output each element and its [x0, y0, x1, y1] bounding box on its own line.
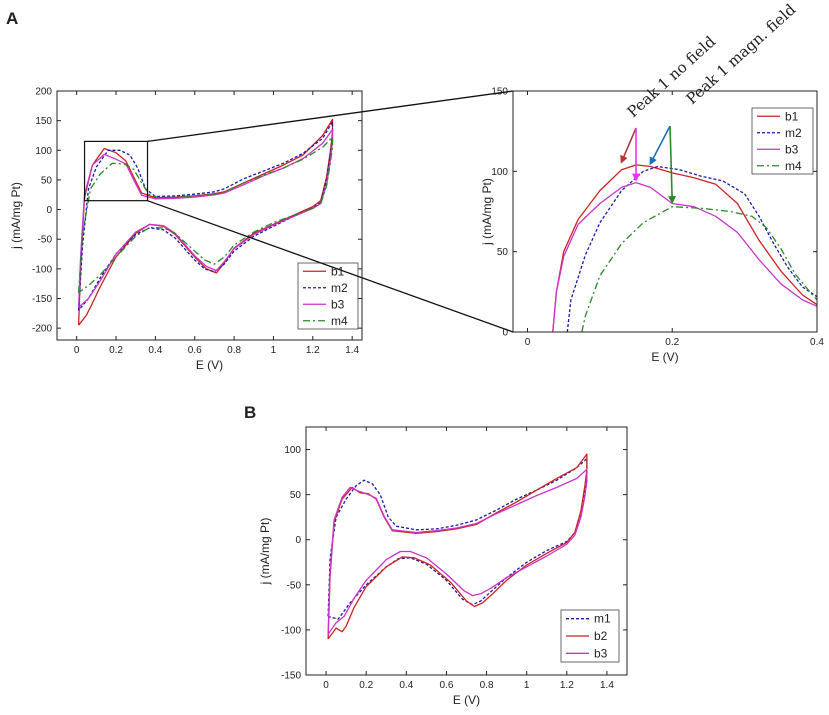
chart-a-zoom-frame	[512, 90, 818, 333]
chart-a-main-ytick-label: -150	[32, 294, 52, 305]
chart-b-main-legend-label-b2: b2	[594, 629, 608, 643]
chart-b-main-series-b3	[327, 468, 588, 635]
chart-b-main-legend-label-m1: m1	[594, 612, 611, 626]
zoom-connectors	[83, 90, 514, 333]
chart-b-main-ytick-label: -100	[281, 625, 301, 636]
zoom-box	[83, 140, 149, 202]
chart-a-zoom-legend-label-b1: b1	[785, 109, 799, 123]
chart-a-main-xtick-label: 0.2	[109, 345, 123, 356]
chart-b-main-ytick-label: 50	[290, 490, 302, 501]
arrow-peak-m4	[668, 125, 677, 205]
zoom-connector-bottom	[147, 200, 514, 333]
chart-b-main-ytick-label: -50	[287, 580, 302, 591]
chart-a-main-ytick-label: 100	[35, 146, 52, 157]
chart-b-main-xtick-label: 0.2	[359, 680, 373, 691]
chart-b-main-xtick-label: 0	[323, 680, 329, 691]
zoom-connector-top	[147, 90, 514, 143]
chart-b-main-xtick-label: 1	[524, 680, 530, 691]
chart-b-main-ylabel: j (mA/mg Pt)	[258, 518, 272, 586]
chart-a-zoom-legend: b1 m2 b3 m4	[751, 107, 814, 175]
chart-a-zoom-ylabel: j (mA/mg Pt)	[480, 178, 494, 246]
chart-a-main-series-m4	[77, 136, 334, 294]
chart-a-zoom-series-m4	[581, 206, 817, 332]
chart-a-main-legend-label-m4: m4	[331, 314, 348, 328]
chart-b-main-series-m1	[327, 457, 588, 620]
arrow-peak-b1	[620, 127, 637, 164]
chart-b-main: 0 0.2 0.4 0.6 0.8 1 1.2 1.4 -150 -100 -50 0 50 100 E (…	[258, 426, 628, 707]
chart-a-zoom-legend-label-m2: m2	[785, 126, 802, 140]
chart-a-main-xtick-label: 1.4	[345, 345, 359, 356]
chart-a-main: 0 0.2 0.4 0.6 0.8 1 1.2 1.4 -200 -150 -100 -50 0 50 10…	[9, 87, 363, 372]
panel-label-a: A	[6, 9, 18, 28]
chart-a-zoom-series-b3	[552, 181, 817, 332]
chart-a-zoom-xlabel: E (V)	[651, 350, 678, 364]
chart-b-main-xlabel: E (V)	[453, 693, 480, 707]
chart-a-main-xlabel: E (V)	[196, 358, 223, 372]
chart-a-main-xtick-label: 0.8	[227, 345, 241, 356]
chart-a-main-frame	[56, 90, 363, 341]
chart-a-main-xtick-label: 0	[74, 345, 80, 356]
chart-a-main-ytick-label: 0	[46, 205, 52, 216]
chart-a-main-xtick-label: 1.2	[306, 345, 320, 356]
chart-a-zoom-legend-label-m4: m4	[785, 159, 802, 173]
chart-a-main-ytick-label: 150	[35, 116, 52, 127]
chart-a-zoom-ytick-label: 100	[491, 167, 508, 178]
chart-a-zoom-series-m2	[566, 165, 817, 332]
chart-a-main-ylabel: j (mA/mg Pt)	[9, 182, 23, 250]
chart-a-zoom-ytick-label: 0	[502, 328, 508, 339]
arrow-peak-m2	[649, 125, 671, 166]
chart-b-main-legend: m1 b2 b3	[560, 609, 620, 663]
chart-b-main-xtick-label: 0.4	[399, 680, 413, 691]
chart-b-main-ytick-label: 100	[284, 445, 301, 456]
chart-a-main-ytick-label: -200	[32, 324, 52, 335]
chart-a-zoom-ytick-label: 50	[497, 247, 509, 258]
chart-a-zoom-ytick-label: 150	[491, 87, 508, 98]
chart-a-zoom-series-b1	[552, 164, 817, 332]
chart-a-zoom-xtick-label: 0	[525, 337, 531, 348]
chart-a-main-xtick-label: 0.6	[188, 345, 202, 356]
chart-a-main-ytick-label: 200	[35, 87, 52, 98]
chart-b-main-xtick-label: 0.6	[439, 680, 453, 691]
chart-a-zoom-legend-label-b3: b3	[785, 142, 799, 156]
chart-b-main-xtick-label: 1.2	[560, 680, 574, 691]
chart-a-main-xtick-label: 0.4	[148, 345, 162, 356]
chart-a-zoom-xtick-label: 0.2	[665, 337, 679, 348]
chart-b-main-xtick-label: 0.8	[480, 680, 494, 691]
chart-b-main-ytick-label: 0	[295, 535, 301, 546]
panel-label-b: B	[244, 403, 256, 422]
chart-a-zoom-xtick-label: 0.4	[810, 337, 824, 348]
chart-b-main-legend-label-b3: b3	[594, 646, 608, 660]
chart-a-main-legend-label-m2: m2	[331, 281, 348, 295]
chart-b-main-xtick-label: 1.4	[600, 680, 614, 691]
chart-b-main-frame	[305, 426, 628, 676]
chart-a-main-ytick-label: -100	[32, 264, 52, 275]
chart-a-main-ytick-label: 50	[41, 175, 53, 186]
chart-a-main-ytick-label: -50	[38, 235, 53, 246]
chart-b-main-ytick-label: -150	[281, 671, 301, 682]
chart-a-zoom: 0 0.2 0.4 0 50 100 150 E (V) j (mA/mg Pt) b1 m2 b3 m…	[480, 87, 824, 365]
chart-a-main-xtick-label: 1	[271, 345, 277, 356]
chart-a-main-legend-label-b3: b3	[331, 297, 345, 311]
